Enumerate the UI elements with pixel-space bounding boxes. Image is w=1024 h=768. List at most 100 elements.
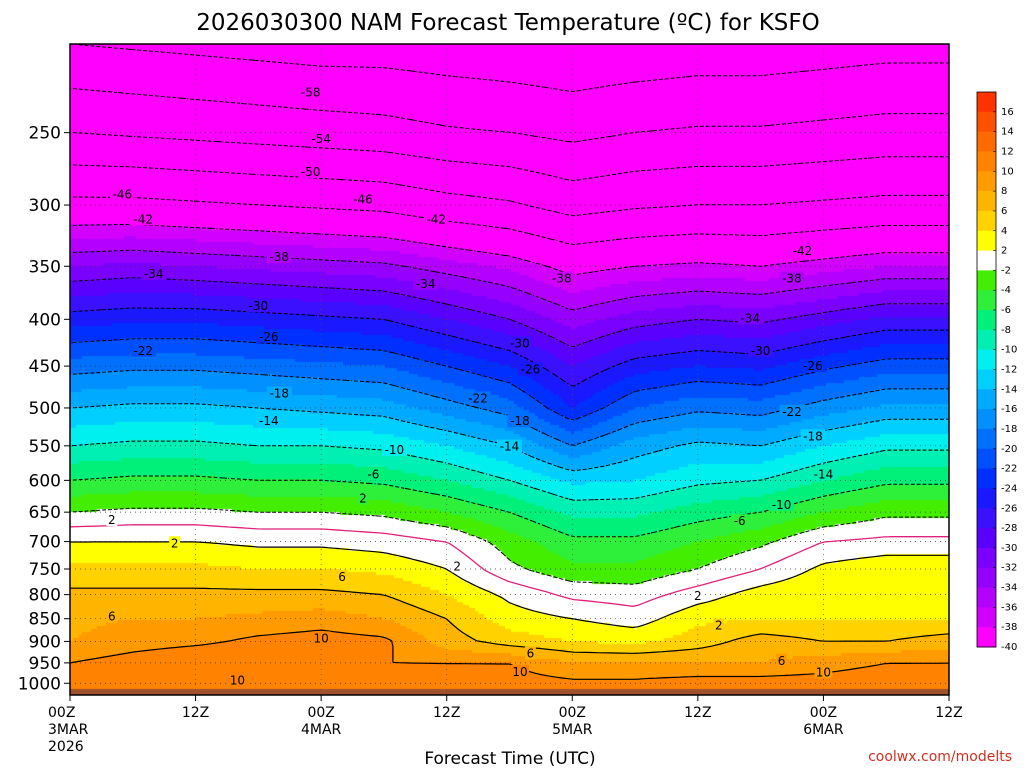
contour-label-bg [779,404,805,418]
colorbar-label: -36 [1001,602,1017,613]
colorbar-label: -22 [1001,464,1017,475]
contour-label-bg [256,414,282,428]
colorbar-swatch [977,250,996,271]
contour-line-m46 [69,164,949,217]
colorbar-label: -8 [1001,325,1011,336]
contour-label-bg [423,212,449,226]
colorbar-label: -28 [1001,523,1017,534]
y-tick-label: 250 [29,124,61,144]
colorbar-swatch [977,270,996,291]
colorbar-label: 10 [1001,166,1014,177]
y-tick-label: 950 [29,654,61,674]
x-tick-label: 00Z [559,705,586,721]
contour-label-bg [364,467,383,481]
contour-label: -58 [301,86,321,100]
colorbar-swatch [977,547,996,569]
contour-label: -34 [416,277,436,291]
colorbar-label: 6 [1001,206,1007,217]
contour-label: 2 [171,536,179,550]
colorbar-label: -26 [1001,503,1017,514]
colorbar-label: 12 [1001,146,1014,157]
y-tick-label: 900 [29,632,61,652]
contour-label-bg [106,609,118,623]
y-tick-label: 350 [29,257,61,277]
x-tick-label: 00Z [307,705,334,721]
colorbar-swatch [977,528,996,549]
colorbar-swatch [977,508,996,529]
colorbar-label: 2 [1001,246,1007,257]
contour-label: -26 [803,359,823,373]
colorbar-swatch [977,191,996,212]
x-tick-label: 12Z [182,705,209,721]
contour-label: 2 [359,491,367,505]
x-tick-label: 00Z [810,705,837,721]
colorbar-label: 16 [1001,107,1014,118]
x-tick-label: 00Z [48,705,75,721]
colorbar-label: -34 [1001,583,1017,594]
colorbar-label: -10 [1001,345,1017,356]
colorbar-label: -12 [1001,365,1017,376]
x-tick-label: 5MAR [552,722,593,738]
contour-label-bg [517,362,543,376]
colorbar-swatch [977,171,996,192]
contour-label-bg [298,85,324,99]
contour-label: 2 [694,589,702,603]
contour-line-m6 [69,475,949,538]
colorbar-swatch [977,310,996,331]
contour-line-10 [69,629,949,680]
x-tick-label: 12Z [935,705,962,721]
colorbar-label: 8 [1001,186,1007,197]
contour-label: -46 [353,193,373,207]
y-tick-label: 1000 [18,674,61,694]
colorbar-label: -30 [1001,543,1017,554]
contour-label-bg [748,343,774,357]
x-tick-label: 12Z [433,705,460,721]
contour-label-bg [357,491,369,505]
colorbar-label: -32 [1001,563,1017,574]
contour-label-bg [692,589,704,603]
contour-label: -6 [734,514,746,528]
contour-label: -10 [772,498,792,512]
colorbar-label: -20 [1001,444,1017,455]
contour-label-bg [130,212,156,226]
colorbar-swatch [977,488,996,509]
y-tick-label: 300 [29,196,61,216]
y-tick-label: 650 [29,503,61,523]
contour-label: -10 [385,443,405,457]
plot-frame [69,43,950,696]
contour-line-m22 [69,338,949,421]
x-tick-label: 3MAR [48,722,89,738]
contour-label: -42 [133,212,153,226]
colorbar-swatch [977,131,996,152]
colorbar-label: -4 [1001,285,1011,296]
contour-label-bg [507,414,533,428]
contour-line-m38 [69,224,949,276]
contour-label-bg [266,250,292,264]
contour-label-bg [769,497,795,511]
x-tick-label: 6MAR [803,722,844,738]
contour-label-bg [814,665,833,679]
contour-label: -6 [367,467,379,481]
contour-label: -30 [751,344,771,358]
contour-label-bg [779,271,805,285]
contour-label-bg [106,513,118,527]
contour-label-bg [413,277,439,291]
contour-label: 6 [338,570,346,584]
contour-label: 10 [512,665,527,679]
contour-label-bg [810,467,836,481]
contour-label: -30 [249,299,269,313]
colorbar-swatch [977,92,996,113]
contour-label: -14 [500,440,520,454]
y-tick-label: 600 [29,471,61,491]
x-axis-label: Forecast Time (UTC) [424,749,595,768]
contour-label-bg [141,267,167,281]
contour-label-bg [266,386,292,400]
contour-label-bg [381,443,407,457]
colorbar-label: -6 [1001,305,1011,316]
colorbar-swatch [977,468,996,489]
colorbar-label: -38 [1001,622,1017,633]
contour-label: 6 [108,609,116,623]
colorbar-swatch [977,428,996,450]
contour-label-bg [497,439,522,453]
y-tick-label: 800 [29,586,61,606]
